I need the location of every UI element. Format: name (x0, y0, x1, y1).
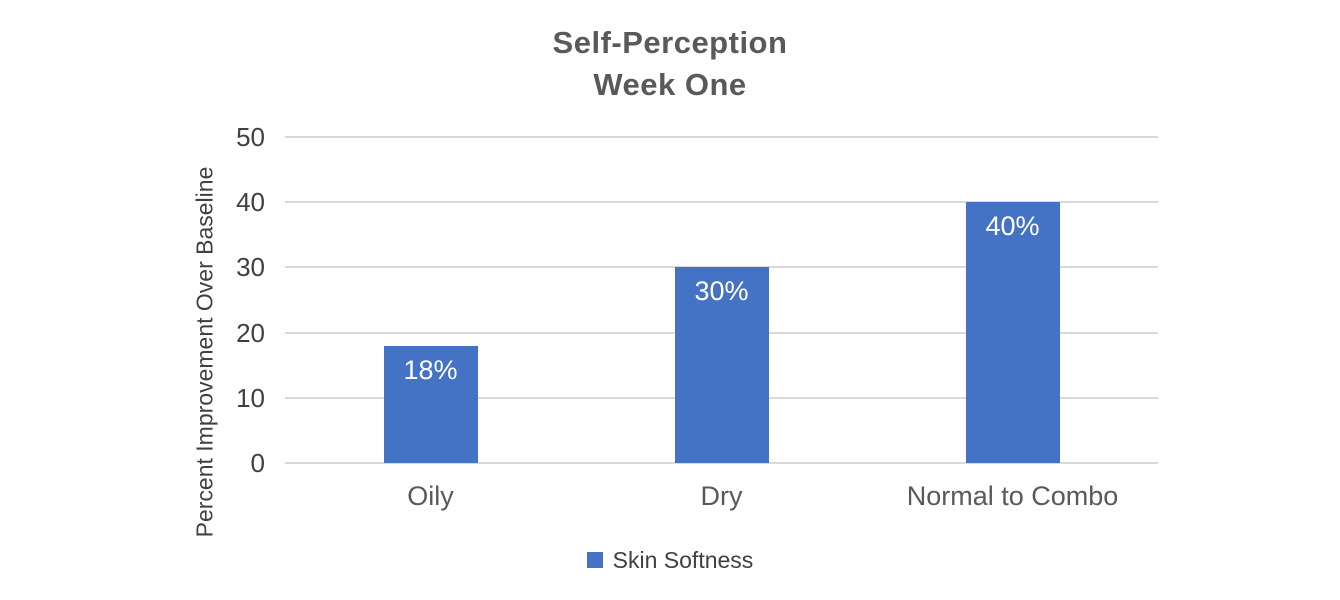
x-category-label: Oily (407, 481, 454, 511)
y-tick-label: 20 (236, 317, 265, 348)
y-tick-label: 40 (236, 187, 265, 218)
y-tick-label: 50 (236, 122, 265, 152)
chart-title-line2: Week One (593, 67, 747, 102)
y-tick-label: 30 (236, 252, 265, 283)
y-axis-title: Percent Improvement Over Baseline (191, 166, 218, 538)
bar: 40% (965, 202, 1060, 463)
y-tick-label: 0 (250, 448, 265, 478)
gridline (285, 201, 1158, 204)
legend-label: Skin Softness (612, 547, 754, 573)
x-category-label: Normal to Combo (906, 481, 1119, 511)
bar: 18% (383, 345, 478, 463)
bar-value-label: 30% (694, 276, 749, 307)
gridline (285, 136, 1158, 138)
legend-swatch-icon (586, 552, 603, 568)
x-axis-line (285, 462, 1158, 464)
legend: Skin Softness (0, 546, 1340, 574)
chart-title-line1: Self-Perception (552, 25, 788, 60)
bar-value-label: 18% (403, 354, 458, 385)
bar-value-label: 40% (985, 211, 1040, 242)
gridline (285, 266, 1158, 269)
x-category-label: Dry (700, 481, 743, 511)
bar: 30% (674, 267, 769, 463)
y-tick-label: 10 (236, 382, 265, 413)
plot-area: 0 10 20 30 40 50 18% Oily 30% Dry 40% Normal to Com… (236, 122, 1158, 511)
chart-title: Self-Perception Week One (0, 22, 1340, 106)
